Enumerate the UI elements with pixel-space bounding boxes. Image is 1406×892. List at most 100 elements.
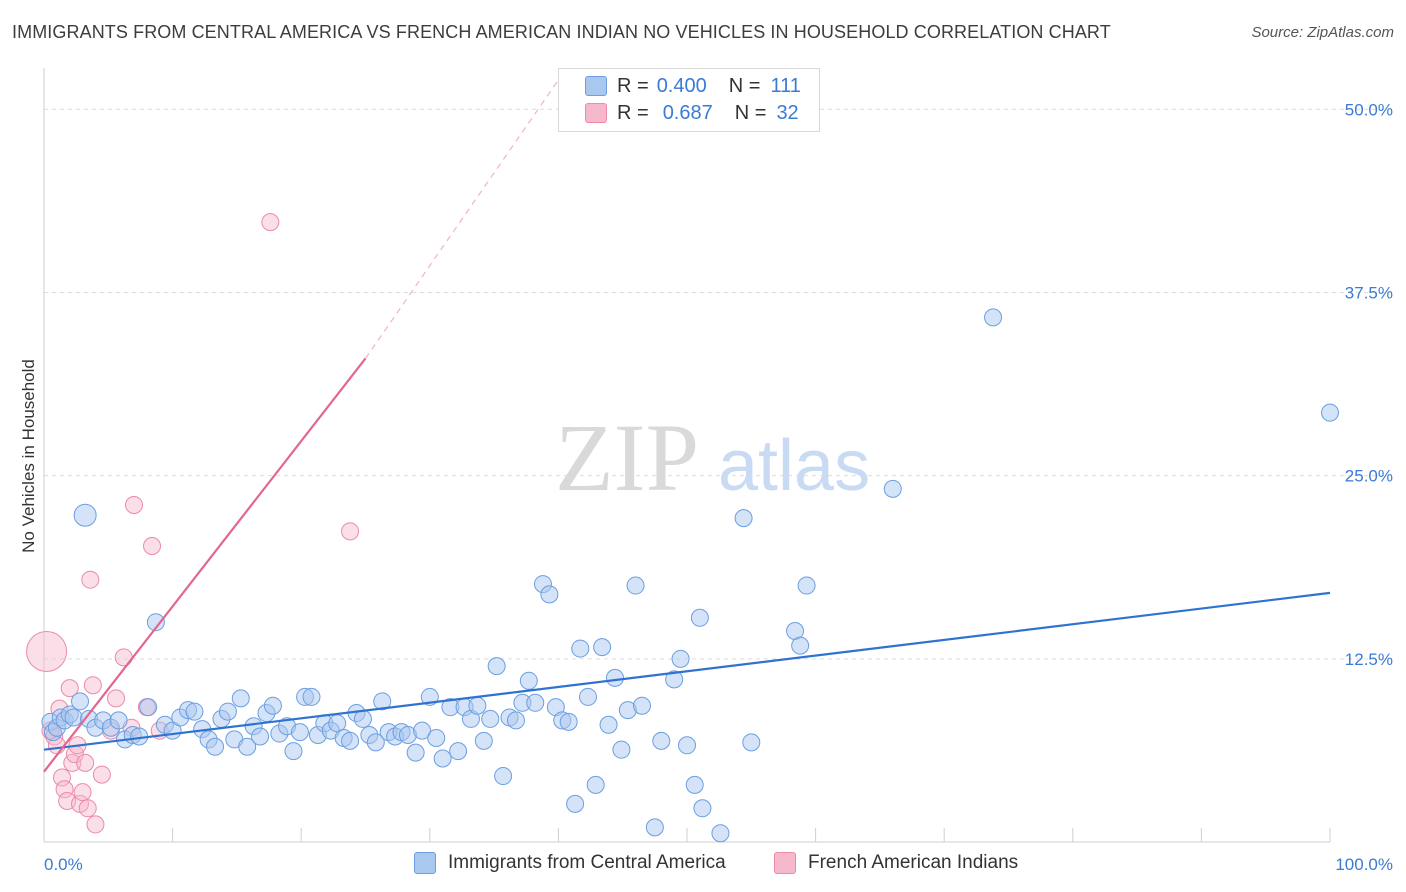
data-point-blue (139, 698, 158, 717)
data-point-blue (474, 731, 493, 750)
legend-r-value: 0.400 (656, 74, 707, 97)
data-point-blue (487, 657, 506, 676)
data-point-blue (427, 728, 446, 747)
data-point-blue (742, 733, 761, 752)
legend-n-label: N = (728, 74, 761, 97)
axes (43, 68, 1331, 843)
legend-item-french-american-indians: French American Indians (774, 852, 1018, 874)
data-point-blue (711, 824, 730, 843)
data-point-blue (578, 687, 597, 706)
data-point-pink (86, 815, 105, 834)
data-point-blue (231, 689, 250, 708)
data-point-blue (559, 712, 578, 731)
data-point-blue (540, 585, 559, 604)
data-point-pink (143, 536, 162, 555)
data-point-blue (290, 723, 309, 742)
x-tick-label: 100.0% (1335, 855, 1393, 874)
data-point-blue (468, 696, 487, 715)
data-point-pink (60, 679, 79, 698)
legend-r-value: 0.687 (662, 101, 713, 124)
data-point-blue (238, 737, 257, 756)
data-point-blue (218, 702, 237, 721)
data-point-pink (92, 765, 111, 784)
data-point-blue (665, 670, 684, 689)
x-tick-label: 0.0% (44, 855, 83, 874)
legend-label: Immigrants from Central America (448, 852, 726, 873)
data-point-blue (586, 775, 605, 794)
data-point-blue (284, 742, 303, 761)
y-axis-title: No Vehicles in Household (19, 359, 38, 553)
data-point-blue (1321, 403, 1339, 422)
data-point-blue (984, 308, 1003, 327)
legend-n-value: 111 (770, 74, 801, 97)
data-point-blue (571, 639, 590, 658)
chart-title: IMMIGRANTS FROM CENTRAL AMERICA VS FRENC… (12, 22, 1111, 42)
watermark-zip: ZIP (555, 404, 699, 511)
data-point-pink (26, 631, 68, 672)
data-point-blue (449, 742, 468, 761)
blue-swatch (585, 76, 607, 96)
data-point-blue (519, 671, 538, 690)
data-point-blue (797, 576, 816, 595)
data-point-pink (76, 753, 95, 772)
stats-legend: R = 0.400 N = 111 R = 0.687 N = 32 (558, 68, 820, 132)
data-point-pink (125, 495, 144, 514)
pink-swatch (774, 852, 796, 874)
data-point-blue (494, 767, 513, 786)
legend-item-central-america: Immigrants from Central America (414, 852, 726, 874)
data-point-pink (73, 783, 92, 802)
data-point-blue (612, 740, 631, 759)
grid-lines (44, 108, 1392, 660)
legend-row-blue: R = 0.400 N = 111 (585, 73, 801, 99)
data-point-blue (671, 649, 690, 668)
data-point-blue (883, 479, 902, 498)
tick-labels: 12.5% 25.0% 37.5% 50.0% 0.0% 100.0% (44, 100, 1393, 874)
blue-series (41, 308, 1339, 843)
data-point-pink (341, 522, 360, 541)
data-point-pink (107, 689, 126, 708)
y-tick-label: 12.5% (1345, 650, 1393, 669)
legend-row-pink: R = 0.687 N = 32 (585, 100, 799, 126)
blue-swatch (414, 852, 436, 874)
data-point-pink (53, 768, 72, 787)
data-point-blue (71, 692, 90, 711)
trend-line-blue (43, 591, 1331, 751)
y-tick-label: 25.0% (1345, 467, 1393, 486)
trend-lines (43, 79, 1331, 773)
data-point-blue (109, 711, 128, 730)
legend-n-label: N = (734, 101, 767, 124)
trend-line-pink-extension (365, 79, 559, 359)
data-point-blue (206, 737, 225, 756)
data-point-blue (413, 721, 432, 740)
trend-line-pink (43, 357, 367, 773)
data-point-blue (593, 638, 612, 657)
data-point-blue (406, 743, 425, 762)
data-point-blue (734, 509, 753, 528)
data-point-pink (83, 676, 102, 695)
data-point-blue (263, 696, 282, 715)
data-point-blue (685, 775, 704, 794)
pink-series (26, 213, 360, 834)
data-point-blue (652, 731, 671, 750)
series-legend: Immigrants from Central America French A… (0, 852, 1406, 878)
legend-label: French American Indians (808, 852, 1019, 873)
data-point-blue (366, 733, 385, 752)
data-point-blue (632, 696, 651, 715)
data-point-blue (626, 576, 645, 595)
data-point-blue (373, 692, 392, 711)
data-point-blue (481, 709, 500, 728)
watermark-atlas: atlas (718, 426, 870, 506)
data-point-pink (81, 570, 100, 589)
pink-swatch (585, 103, 607, 123)
data-point-pink (78, 799, 97, 818)
data-point-blue (146, 613, 165, 632)
y-tick-label: 37.5% (1345, 283, 1393, 302)
data-point-blue (690, 608, 709, 627)
source-label: Source: ZipAtlas.com (1251, 24, 1394, 41)
data-point-blue (506, 711, 525, 730)
legend-r-label: R = (617, 101, 649, 124)
data-point-pink (55, 780, 74, 799)
data-point-blue (353, 709, 372, 728)
data-point-blue (341, 731, 360, 750)
